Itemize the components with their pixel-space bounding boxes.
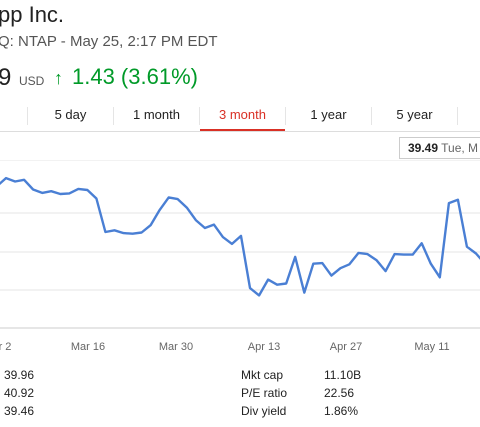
stat-pe-ratio-value: 22.56 xyxy=(324,386,355,400)
tab-divider xyxy=(199,107,200,125)
tab-3-month[interactable]: 3 month xyxy=(200,101,285,131)
range-tabs: 5 day 1 month 3 month 1 year 5 year xyxy=(0,101,480,132)
tab-divider xyxy=(27,107,28,125)
x-tick-label: Apr 27 xyxy=(330,341,362,353)
ticker-subtitle: Q: NTAP - May 25, 2:17 PM EDT xyxy=(0,33,218,50)
tab-divider xyxy=(285,107,286,125)
x-tick-label: Mar 16 xyxy=(71,341,105,353)
x-tick-label: Apr 13 xyxy=(248,341,280,353)
price-change: 1.43 (3.61%) xyxy=(72,64,198,89)
tab-divider xyxy=(113,107,114,125)
stat-mkt-cap-label: Mkt cap xyxy=(241,368,284,382)
stat-high-value: 40.92 xyxy=(4,386,35,400)
x-tick-label: May 11 xyxy=(414,341,449,353)
tab-1-month[interactable]: 1 month xyxy=(133,107,180,122)
currency-label: USD xyxy=(19,74,45,88)
up-arrow-icon: ↑ xyxy=(54,68,63,88)
tooltip-date: Tue, M xyxy=(441,141,479,155)
x-tick-label: r 2 xyxy=(0,341,11,353)
stat-div-yield-value: 1.86% xyxy=(324,404,359,418)
stat-div-yield-label: Div yield xyxy=(241,404,287,418)
tab-5-year[interactable]: 5 year xyxy=(396,107,433,122)
stat-low-value: 39.46 xyxy=(4,404,35,418)
price-chart[interactable]: r 2 Mar 16 Mar 30 Apr 13 Apr 27 May 11 xyxy=(0,160,480,355)
company-name: pp Inc. xyxy=(0,2,65,27)
stat-pe-ratio-label: P/E ratio xyxy=(241,386,288,400)
x-tick-label: Mar 30 xyxy=(159,341,193,353)
tooltip-value: 39.49 xyxy=(408,141,439,155)
tab-5-day[interactable]: 5 day xyxy=(54,107,87,122)
x-axis-ticks: r 2 Mar 16 Mar 30 Apr 13 Apr 27 May 11 xyxy=(0,341,450,353)
price-line xyxy=(0,176,480,297)
tab-1-year[interactable]: 1 year xyxy=(310,107,347,122)
stat-mkt-cap-value: 11.10B xyxy=(324,368,362,382)
stat-open-value: 39.96 xyxy=(4,368,35,382)
tab-divider xyxy=(457,107,458,125)
stock-price: 9 xyxy=(0,64,12,91)
chart-grid xyxy=(0,160,480,329)
price-tooltip: 39.49 Tue, M xyxy=(399,137,480,159)
tab-divider xyxy=(371,107,372,125)
